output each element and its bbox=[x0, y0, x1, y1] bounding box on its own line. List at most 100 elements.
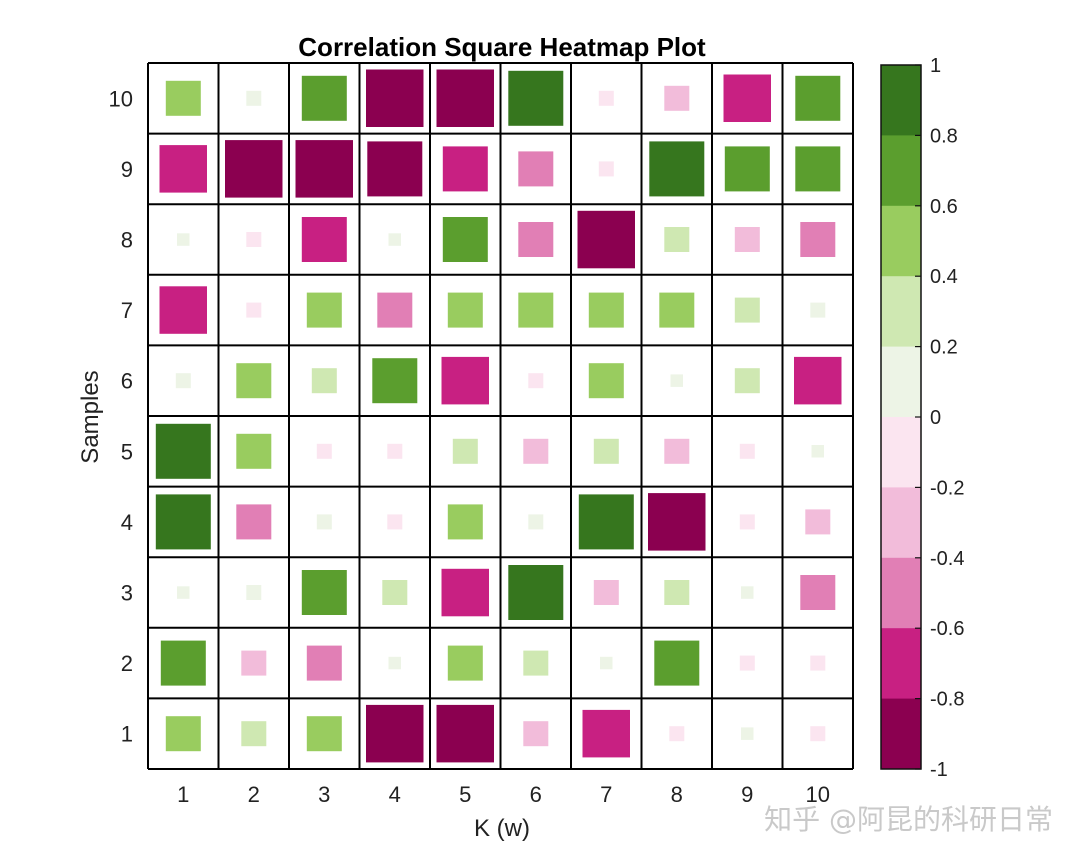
x-axis-label: K (w) bbox=[474, 815, 530, 842]
heatmap-cell bbox=[241, 721, 267, 747]
heatmap-cell bbox=[664, 580, 690, 605]
colorbar-segment bbox=[881, 135, 921, 207]
heatmap-cell bbox=[648, 493, 706, 551]
watermark-text: 知乎 @阿昆的科研日常 bbox=[764, 803, 1053, 836]
colorbar-segment bbox=[881, 417, 921, 488]
colorbar-tick-label: 0.8 bbox=[930, 125, 958, 147]
heatmap-cell bbox=[741, 727, 754, 740]
x-tick-label: 7 bbox=[600, 782, 612, 807]
heatmap-cell bbox=[518, 151, 554, 187]
x-tick-label: 9 bbox=[741, 782, 753, 807]
heatmap-cell bbox=[452, 438, 478, 464]
heatmap-cell bbox=[177, 586, 190, 599]
heatmap-cell bbox=[649, 141, 705, 197]
heatmap-cell bbox=[810, 302, 826, 318]
colorbar-segment bbox=[881, 557, 921, 629]
heatmap-cell bbox=[159, 286, 207, 334]
y-tick-label: 4 bbox=[121, 510, 133, 535]
colorbar-tick-label: -0.2 bbox=[930, 477, 964, 499]
heatmap-cell bbox=[734, 368, 760, 394]
heatmap-cell bbox=[734, 297, 760, 323]
heatmap-cell bbox=[664, 85, 690, 111]
heatmap-cell bbox=[795, 75, 841, 121]
heatmap-cell bbox=[246, 90, 262, 106]
heatmap-cell bbox=[367, 141, 423, 197]
x-tick-label: 6 bbox=[530, 782, 542, 807]
heatmap-cell bbox=[301, 570, 347, 615]
heatmap-cell bbox=[295, 140, 353, 198]
y-tick-label: 7 bbox=[121, 298, 133, 323]
heatmap-cell bbox=[523, 650, 549, 676]
heatmap-cell bbox=[734, 227, 760, 252]
heatmap-cells bbox=[155, 69, 842, 763]
heatmap-cell bbox=[664, 438, 690, 464]
x-tick-labels: 1 2 3 4 5 6 7 8 9 10 bbox=[177, 782, 830, 807]
heatmap-cell bbox=[306, 292, 342, 328]
heatmap-cell bbox=[523, 721, 549, 747]
heatmap-cell bbox=[600, 656, 613, 670]
heatmap-cell bbox=[388, 233, 401, 246]
colorbar-tick-label: 0.2 bbox=[930, 337, 958, 359]
heatmap-cell bbox=[582, 709, 630, 758]
heatmap-cell bbox=[366, 69, 424, 127]
heatmap-cell bbox=[225, 140, 283, 198]
colorbar-tick-label: 0 bbox=[930, 407, 941, 429]
heatmap-cell bbox=[241, 650, 267, 676]
chart-title: Correlation Square Heatmap Plot bbox=[298, 32, 706, 62]
heatmap-cell bbox=[177, 233, 190, 246]
heatmap-cell bbox=[810, 655, 826, 671]
heatmap-cell bbox=[800, 575, 836, 610]
heatmap-cell bbox=[236, 433, 272, 469]
heatmap-cell bbox=[447, 504, 483, 540]
colorbar-segment bbox=[881, 487, 921, 559]
x-tick-label: 2 bbox=[248, 782, 260, 807]
heatmap-cell bbox=[654, 640, 700, 686]
heatmap-cell bbox=[593, 580, 619, 605]
x-tick-label: 1 bbox=[177, 782, 189, 807]
heatmap-cell bbox=[528, 514, 544, 530]
colorbar-tick-label: -1 bbox=[930, 759, 948, 781]
heatmap-cell bbox=[739, 514, 755, 530]
heatmap-cell bbox=[739, 443, 755, 459]
heatmap-cell bbox=[155, 423, 211, 479]
colorbar-segment bbox=[881, 205, 921, 277]
heatmap-cell bbox=[810, 726, 826, 742]
x-tick-label: 3 bbox=[318, 782, 330, 807]
heatmap-cell bbox=[518, 222, 554, 257]
heatmap-cell bbox=[387, 514, 403, 530]
heatmap-cell bbox=[236, 504, 272, 540]
heatmap-cell bbox=[306, 645, 342, 681]
heatmap-cell bbox=[246, 585, 262, 600]
y-tick-label: 5 bbox=[121, 439, 133, 464]
heatmap-cell bbox=[805, 509, 831, 535]
heatmap-cell bbox=[447, 645, 483, 681]
heatmap-cell bbox=[724, 146, 770, 192]
heatmap-cell bbox=[441, 356, 489, 405]
heatmap-cell bbox=[800, 222, 836, 257]
x-tick-label: 10 bbox=[806, 782, 830, 807]
heatmap-cell bbox=[301, 217, 347, 262]
heatmap-cell bbox=[387, 443, 403, 459]
colorbar: 1 0.8 0.6 0.4 0.2 0 -0.2 -0.4 -0.6 -0.8 -1 bbox=[880, 55, 964, 781]
heatmap-cell bbox=[664, 227, 690, 252]
heatmap-cell bbox=[246, 302, 262, 318]
y-tick-label: 6 bbox=[121, 369, 133, 394]
heatmap-cell bbox=[598, 90, 614, 106]
y-tick-label: 1 bbox=[121, 722, 133, 747]
heatmap-cell bbox=[528, 373, 544, 389]
colorbar-tick-label: -0.8 bbox=[930, 689, 964, 711]
colorbar-segment bbox=[881, 698, 921, 770]
heatmap-cell bbox=[155, 494, 211, 550]
y-tick-label: 3 bbox=[121, 581, 133, 606]
x-tick-label: 4 bbox=[389, 782, 401, 807]
colorbar-tick-label: -0.6 bbox=[930, 618, 964, 640]
heatmap-cell bbox=[159, 145, 207, 193]
heatmap-cell bbox=[306, 716, 342, 752]
heatmap-cell bbox=[372, 358, 418, 404]
y-tick-label: 8 bbox=[121, 228, 133, 253]
heatmap-cell bbox=[598, 161, 614, 177]
y-tick-label: 10 bbox=[109, 86, 133, 111]
heatmap-cell bbox=[316, 514, 332, 530]
heatmap-cell bbox=[794, 356, 842, 405]
